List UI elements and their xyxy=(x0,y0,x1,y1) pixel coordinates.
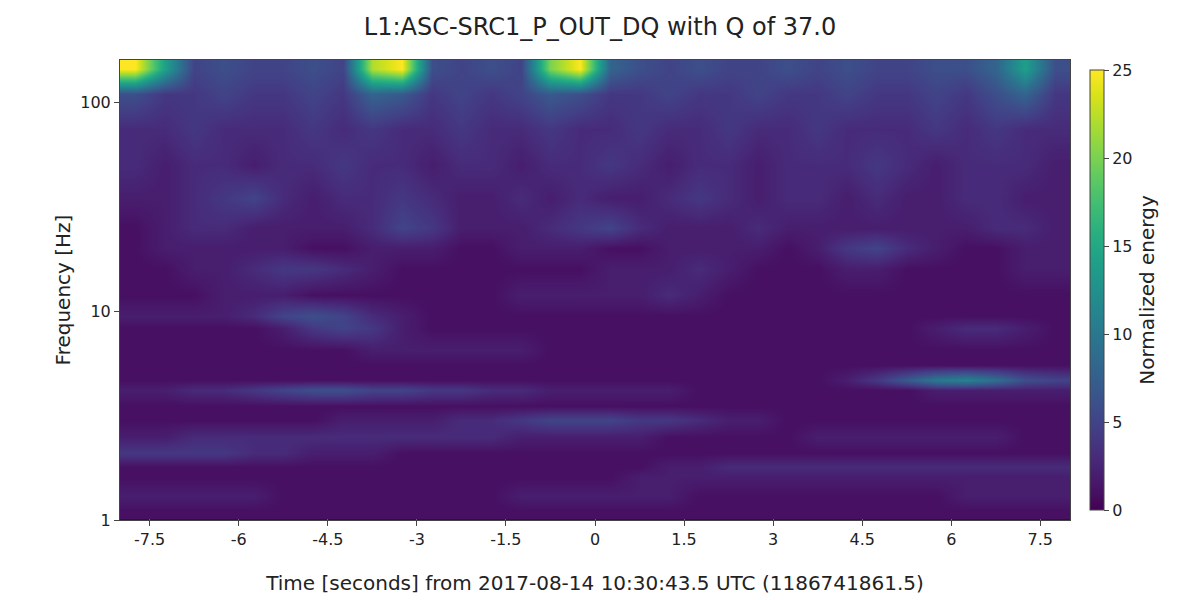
svg-text:3: 3 xyxy=(768,530,778,549)
svg-text:L1:ASC-SRC1_P_OUT_DQ with Q of: L1:ASC-SRC1_P_OUT_DQ with Q of 37.0 xyxy=(364,13,836,41)
svg-text:4.5: 4.5 xyxy=(849,530,874,549)
svg-text:25: 25 xyxy=(1112,61,1132,80)
svg-text:-4.5: -4.5 xyxy=(312,530,343,549)
svg-text:0: 0 xyxy=(590,530,600,549)
svg-text:5: 5 xyxy=(1112,413,1122,432)
svg-text:20: 20 xyxy=(1112,149,1132,168)
svg-text:10: 10 xyxy=(90,302,110,321)
svg-text:6: 6 xyxy=(946,530,956,549)
svg-text:7.5: 7.5 xyxy=(1028,530,1053,549)
svg-text:Time [seconds] from 2017-08-14: Time [seconds] from 2017-08-14 10:30:43.… xyxy=(265,571,924,595)
svg-text:15: 15 xyxy=(1112,237,1132,256)
svg-text:0: 0 xyxy=(1112,501,1122,520)
svg-text:1.5: 1.5 xyxy=(671,530,696,549)
svg-text:1: 1 xyxy=(101,511,111,530)
svg-text:-6: -6 xyxy=(231,530,247,549)
svg-text:-3: -3 xyxy=(409,530,425,549)
svg-text:100: 100 xyxy=(80,93,111,112)
svg-text:10: 10 xyxy=(1112,325,1132,344)
svg-text:Normalized energy: Normalized energy xyxy=(1135,195,1159,385)
svg-text:-7.5: -7.5 xyxy=(134,530,165,549)
svg-text:Frequency [Hz]: Frequency [Hz] xyxy=(51,215,75,366)
svg-text:-1.5: -1.5 xyxy=(490,530,521,549)
